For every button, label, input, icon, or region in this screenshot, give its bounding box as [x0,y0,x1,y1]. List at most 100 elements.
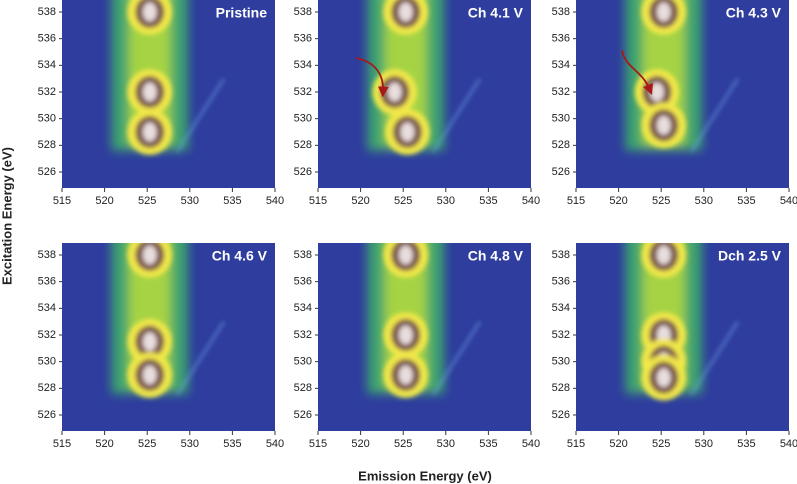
y-tick-label: 536 [552,276,570,288]
y-tick-label: 528 [552,139,570,151]
y-tick-label: 536 [294,276,312,288]
peak-core [656,116,671,135]
elastic-line [175,77,225,153]
y-tick-label: 532 [552,86,570,98]
peak-core [142,245,157,265]
panel-title: Ch 4.3 V [726,5,782,21]
peaks [127,0,172,155]
y-tick-label: 536 [38,276,56,288]
x-tick-label: 535 [737,195,755,207]
y-tick-label: 528 [294,139,312,151]
peak-core [398,365,413,385]
y-tick-label: 528 [552,382,570,394]
x-tick-label: 540 [266,195,284,207]
y-tick-label: 538 [552,6,570,18]
y-tick-label: 534 [38,59,56,71]
y-tick-label: 536 [552,33,570,45]
peak-core [656,368,671,387]
peak-core [142,332,157,351]
x-tick-label: 525 [652,438,670,450]
peak-core [387,82,402,102]
y-tick-label: 536 [38,33,56,45]
x-tick-label: 535 [479,438,497,450]
peaks [641,243,686,401]
x-tick-label: 535 [479,195,497,207]
y-tick-label: 530 [38,356,56,368]
x-tick-label: 530 [437,195,455,207]
peak-core [142,2,157,22]
y-tick-label: 538 [38,249,56,261]
panel-title: Ch 4.1 V [468,5,524,21]
panel [62,0,275,188]
x-tick-label: 525 [652,195,670,207]
x-tick-label: 515 [53,438,71,450]
elastic-line [431,77,481,153]
y-tick-label: 534 [294,59,312,71]
peaks [634,0,686,148]
y-tick-label: 526 [294,409,312,421]
y-tick-label: 534 [552,302,570,314]
y-tick-label: 530 [38,113,56,125]
peaks [127,243,172,398]
x-tick-label: 535 [223,438,241,450]
y-tick-label: 526 [38,166,56,178]
y-tick-label: 534 [552,59,570,71]
peak-core [656,245,671,265]
y-tick-label: 536 [294,33,312,45]
peak-core [142,365,157,385]
x-tick-label: 515 [309,195,327,207]
x-tick-label: 535 [737,438,755,450]
y-tick-label: 538 [294,6,312,18]
y-tick-label: 528 [38,139,56,151]
y-tick-label: 526 [294,166,312,178]
y-tick-label: 528 [294,382,312,394]
x-tick-label: 540 [522,438,540,450]
x-tick-label: 535 [223,195,241,207]
x-tick-label: 520 [609,438,627,450]
x-tick-label: 530 [437,438,455,450]
y-tick-label: 538 [38,6,56,18]
peaks [383,243,428,398]
elastic-line [689,320,739,396]
y-tick-label: 526 [552,409,570,421]
x-tick-label: 540 [266,438,284,450]
panel [62,243,275,431]
peak-core [398,245,413,265]
x-axis-label: Emission Energy (eV) [358,468,492,483]
y-tick-label: 534 [294,302,312,314]
x-tick-label: 520 [351,195,369,207]
x-tick-label: 530 [181,195,199,207]
x-tick-label: 520 [95,438,113,450]
y-tick-label: 526 [38,409,56,421]
y-tick-label: 538 [294,249,312,261]
peak-core [656,2,671,22]
x-tick-label: 515 [567,438,585,450]
x-tick-label: 540 [780,438,797,450]
panel-title: Ch 4.8 V [468,248,524,264]
peaks [372,0,430,155]
panel [318,243,531,431]
panel [576,0,789,188]
x-tick-label: 530 [181,438,199,450]
x-tick-label: 515 [567,195,585,207]
x-tick-label: 520 [609,195,627,207]
y-tick-label: 526 [552,166,570,178]
x-tick-label: 525 [138,438,156,450]
x-tick-label: 540 [522,195,540,207]
y-tick-label: 532 [294,86,312,98]
y-tick-label: 530 [552,356,570,368]
x-tick-label: 515 [309,438,327,450]
panel-title: Ch 4.6 V [212,248,268,264]
panel [576,243,789,431]
x-tick-label: 520 [95,195,113,207]
y-tick-label: 532 [294,329,312,341]
panel-title: Dch 2.5 V [718,248,782,264]
x-tick-label: 525 [394,438,412,450]
peak-core [400,122,415,142]
peak-core [398,325,413,345]
x-tick-label: 530 [695,195,713,207]
y-tick-label: 530 [294,356,312,368]
y-tick-label: 530 [294,113,312,125]
panel [318,0,531,188]
